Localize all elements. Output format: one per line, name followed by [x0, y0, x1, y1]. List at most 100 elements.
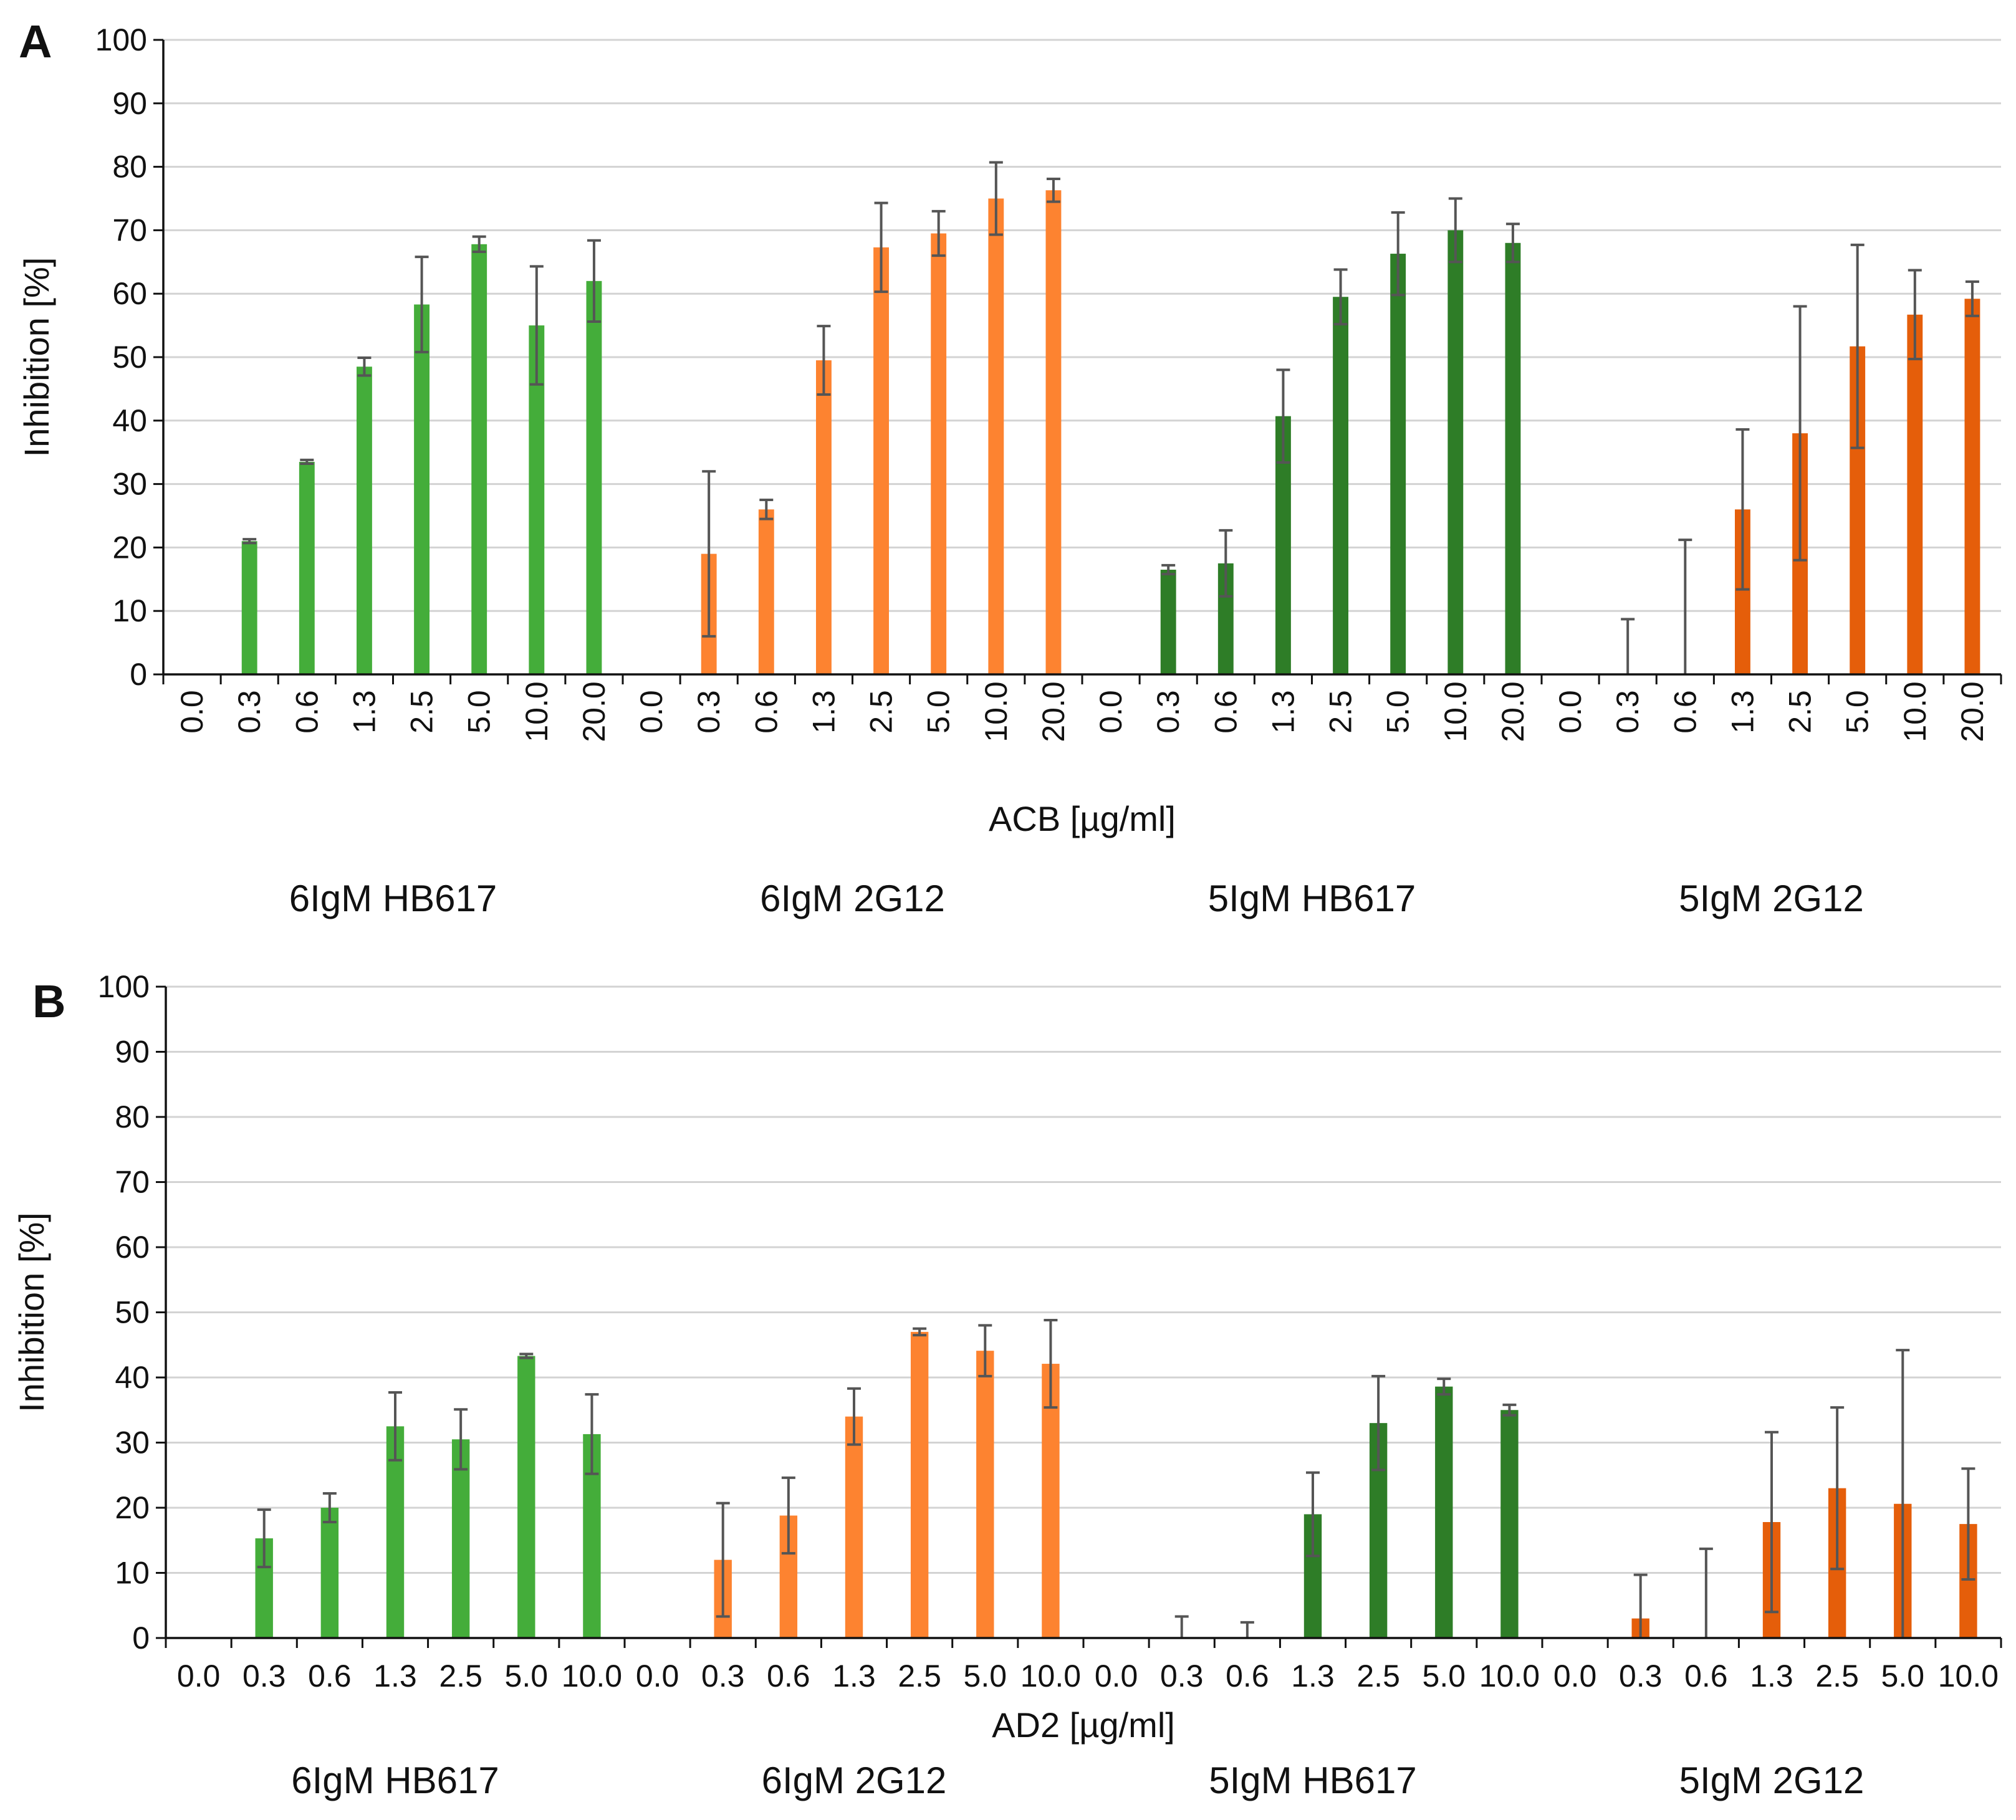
error-bar — [1793, 305, 1807, 562]
x-tick-label: 0.3 — [232, 690, 267, 734]
error-bar — [874, 201, 888, 294]
x-tick-label: 5.0 — [1881, 1659, 1925, 1693]
x-tick-label: 5.0 — [505, 1659, 549, 1693]
error-bar — [1371, 1374, 1386, 1472]
x-tick-label: 0.3 — [701, 1659, 745, 1693]
y-tick-label: 70 — [115, 1165, 150, 1200]
bar — [586, 280, 602, 675]
bar — [1333, 297, 1348, 674]
x-tick-label: 1.3 — [347, 690, 382, 734]
y-tick-label: 60 — [112, 276, 147, 311]
x-tick-label: 5.0 — [1840, 690, 1875, 734]
y-tick-label: 20 — [115, 1490, 150, 1525]
x-tick-label: 0.0 — [1095, 1659, 1138, 1693]
bar — [1447, 230, 1464, 674]
error-bar — [1437, 1377, 1451, 1396]
error-bar — [472, 235, 486, 254]
x-tick-label: 10.0 — [519, 681, 554, 742]
x-tick-label: 2.5 — [898, 1659, 941, 1693]
error-bar — [1306, 1471, 1320, 1558]
x-tick-label: 1.3 — [373, 1659, 417, 1693]
x-tick-label: 2.5 — [1356, 1659, 1400, 1693]
x-tick-label: 1.3 — [1265, 690, 1300, 734]
x-tick-label: 0.3 — [1160, 1659, 1204, 1693]
x-tick-label: 0.0 — [175, 690, 209, 734]
group-label: 5IgM HB617 — [1208, 878, 1416, 919]
x-tick-label: 2.5 — [439, 1659, 482, 1693]
group-label: 6IgM HB617 — [289, 878, 497, 919]
x-tick-label: 5.0 — [921, 690, 956, 734]
panel-b: B 0 10 20 30 40 50 60 70 80 90 100 Inhibition [%] 0.0… — [12, 969, 2002, 1801]
group-label: 5IgM HB617 — [1209, 1760, 1417, 1801]
error-bar — [300, 458, 314, 466]
x-tick-label: 0.0 — [177, 1659, 221, 1693]
x-tick-label: 10.0 — [1898, 681, 1932, 742]
error-bar — [1908, 269, 1922, 361]
bar — [414, 304, 430, 675]
y-tick-label: 50 — [112, 340, 147, 375]
bar — [1435, 1386, 1453, 1638]
x-tick-label: 1.3 — [832, 1659, 876, 1693]
error-bar — [817, 325, 831, 396]
bar — [816, 360, 832, 674]
x-tick-label: 5.0 — [1423, 1659, 1466, 1693]
x-axis-title: AD2 [µg/ml] — [992, 1705, 1175, 1745]
error-bar — [519, 1353, 534, 1359]
x-tick-label: 10.0 — [1020, 1659, 1081, 1693]
x-tick-label: 0.6 — [749, 690, 784, 734]
x-tick-label: 0.6 — [1684, 1659, 1728, 1693]
group-label: 6IgM 2G12 — [760, 878, 945, 919]
y-tick-label: 30 — [115, 1425, 150, 1460]
x-tick-label: 0.6 — [1226, 1659, 1269, 1693]
error-bar — [1965, 280, 1979, 317]
bar — [320, 1508, 339, 1638]
x-tick-label: 0.3 — [1619, 1659, 1663, 1693]
error-bar — [1765, 1430, 1778, 1614]
y-tick-label: 80 — [115, 1099, 150, 1134]
x-tick-label: 0.0 — [1553, 1659, 1597, 1693]
error-bar — [1174, 1615, 1189, 1638]
x-tick-label: 2.5 — [405, 690, 439, 734]
bar — [357, 366, 372, 674]
x-tick-label: 2.5 — [864, 690, 899, 734]
error-bar — [1044, 1319, 1058, 1409]
error-bar — [1391, 211, 1405, 297]
error-bar — [702, 470, 716, 638]
x-tick-label: 0.3 — [1610, 690, 1645, 734]
error-bar — [415, 256, 429, 353]
y-tick-label: 20 — [112, 530, 147, 565]
error-bar — [1678, 539, 1692, 674]
bar — [976, 1351, 994, 1638]
bar — [299, 461, 315, 674]
bar — [1907, 314, 1923, 674]
error-bar — [1046, 177, 1060, 203]
x-tick-label: 0.6 — [308, 1659, 352, 1693]
bar — [1045, 190, 1062, 674]
error-bar — [1276, 368, 1290, 464]
x-tick-label: 2.5 — [1323, 690, 1358, 734]
error-bar — [257, 1508, 271, 1569]
y-axis-title: Inhibition [%] — [17, 257, 56, 457]
error-bar — [587, 239, 601, 323]
x-tick-label: 10.0 — [1479, 1659, 1540, 1693]
error-bar — [931, 209, 946, 257]
x-tick-label: 20.0 — [1036, 681, 1071, 742]
x-tick-label: 10.0 — [1438, 681, 1473, 742]
bar — [873, 247, 889, 674]
y-tick-label: 90 — [115, 1035, 150, 1070]
error-bar — [242, 538, 257, 545]
x-tick-label: 0.0 — [636, 1659, 679, 1693]
error-bar — [913, 1327, 927, 1337]
error-bar — [1735, 428, 1750, 591]
bar — [1042, 1364, 1060, 1638]
y-tick-label: 100 — [98, 969, 150, 1004]
panel-label: B — [32, 975, 65, 1027]
x-tick-label: 1.3 — [1750, 1659, 1793, 1693]
bar — [1500, 1410, 1519, 1638]
error-bar — [1448, 197, 1462, 264]
x-tick-label: 20.0 — [577, 681, 612, 742]
bar — [845, 1416, 863, 1638]
error-bar — [1850, 243, 1865, 449]
error-bar — [322, 1492, 337, 1523]
x-tick-label: 5.0 — [1381, 690, 1416, 734]
